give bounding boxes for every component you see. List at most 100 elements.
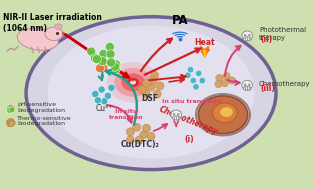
Text: Chemotherapy: Chemotherapy (259, 81, 310, 87)
Ellipse shape (198, 96, 248, 134)
Text: (ii): (ii) (261, 35, 273, 44)
Ellipse shape (248, 34, 251, 36)
Circle shape (135, 136, 143, 144)
Ellipse shape (173, 113, 175, 115)
Text: DSF: DSF (142, 94, 159, 103)
Circle shape (99, 64, 108, 73)
Ellipse shape (17, 28, 58, 50)
Circle shape (9, 106, 15, 112)
Circle shape (149, 77, 157, 85)
Text: (iii): (iii) (261, 84, 276, 93)
Ellipse shape (247, 86, 248, 87)
Circle shape (133, 123, 141, 131)
Ellipse shape (56, 25, 61, 28)
Circle shape (6, 105, 12, 111)
Ellipse shape (26, 17, 276, 170)
Circle shape (147, 132, 155, 140)
Circle shape (107, 58, 115, 67)
Ellipse shape (220, 107, 233, 117)
Circle shape (138, 85, 146, 94)
Ellipse shape (48, 26, 254, 159)
Ellipse shape (248, 84, 251, 86)
Ellipse shape (177, 113, 180, 115)
Circle shape (7, 108, 13, 113)
Circle shape (99, 49, 108, 58)
Ellipse shape (114, 68, 152, 97)
Text: Thermo-sensitive
biodegradation: Thermo-sensitive biodegradation (17, 116, 72, 126)
Circle shape (111, 65, 120, 74)
Circle shape (9, 107, 15, 113)
Circle shape (98, 86, 105, 93)
Ellipse shape (176, 115, 177, 117)
Circle shape (228, 77, 236, 84)
Text: Cu²⁺: Cu²⁺ (95, 104, 113, 113)
Circle shape (6, 119, 12, 125)
Circle shape (215, 81, 222, 88)
Ellipse shape (121, 73, 145, 91)
Circle shape (105, 42, 114, 51)
Circle shape (9, 120, 15, 126)
Circle shape (126, 128, 134, 136)
Ellipse shape (171, 110, 182, 119)
Circle shape (111, 60, 120, 69)
Circle shape (142, 124, 151, 132)
Circle shape (193, 84, 199, 90)
Circle shape (98, 57, 107, 66)
Circle shape (151, 71, 159, 79)
Circle shape (7, 121, 13, 127)
Circle shape (190, 77, 197, 84)
Circle shape (8, 121, 14, 127)
Circle shape (106, 50, 115, 59)
Ellipse shape (172, 116, 180, 120)
Circle shape (95, 97, 102, 104)
Circle shape (92, 55, 101, 64)
Circle shape (156, 82, 164, 90)
Text: pH-sensitive
biodegradation: pH-sensitive biodegradation (17, 102, 65, 113)
Ellipse shape (130, 80, 136, 85)
Ellipse shape (244, 84, 246, 86)
Ellipse shape (55, 24, 62, 29)
Circle shape (108, 84, 115, 91)
Ellipse shape (247, 36, 248, 38)
Circle shape (199, 77, 205, 84)
Circle shape (141, 89, 150, 97)
Text: In situ transition: In situ transition (162, 99, 221, 104)
Circle shape (92, 91, 99, 98)
Ellipse shape (242, 31, 253, 40)
Circle shape (8, 118, 14, 124)
Polygon shape (203, 50, 206, 57)
Polygon shape (201, 46, 209, 57)
Text: Cu(DTC)₂: Cu(DTC)₂ (121, 140, 160, 149)
Ellipse shape (107, 62, 159, 103)
Circle shape (187, 67, 194, 73)
Ellipse shape (243, 86, 251, 90)
Ellipse shape (243, 37, 251, 41)
Text: Chemotherapy: Chemotherapy (158, 105, 220, 136)
Circle shape (111, 62, 120, 71)
Circle shape (221, 80, 228, 87)
Circle shape (223, 72, 230, 80)
Circle shape (90, 54, 100, 63)
Circle shape (140, 130, 148, 139)
Circle shape (126, 136, 134, 144)
Ellipse shape (242, 80, 253, 90)
Circle shape (153, 90, 162, 98)
Circle shape (112, 60, 121, 69)
Circle shape (104, 92, 111, 99)
Text: (i): (i) (184, 135, 194, 144)
Text: PA: PA (172, 14, 188, 27)
Text: In situ
transition: In situ transition (109, 109, 143, 120)
Ellipse shape (244, 34, 246, 36)
Circle shape (95, 64, 105, 73)
Circle shape (216, 74, 223, 81)
Circle shape (196, 70, 202, 77)
Circle shape (147, 83, 155, 91)
Text: Photothermal
therapy: Photothermal therapy (259, 27, 306, 41)
Ellipse shape (212, 103, 237, 123)
Ellipse shape (127, 78, 139, 87)
Circle shape (142, 79, 151, 87)
Circle shape (185, 72, 191, 78)
Circle shape (8, 104, 14, 110)
Circle shape (87, 47, 96, 56)
Circle shape (101, 98, 108, 105)
